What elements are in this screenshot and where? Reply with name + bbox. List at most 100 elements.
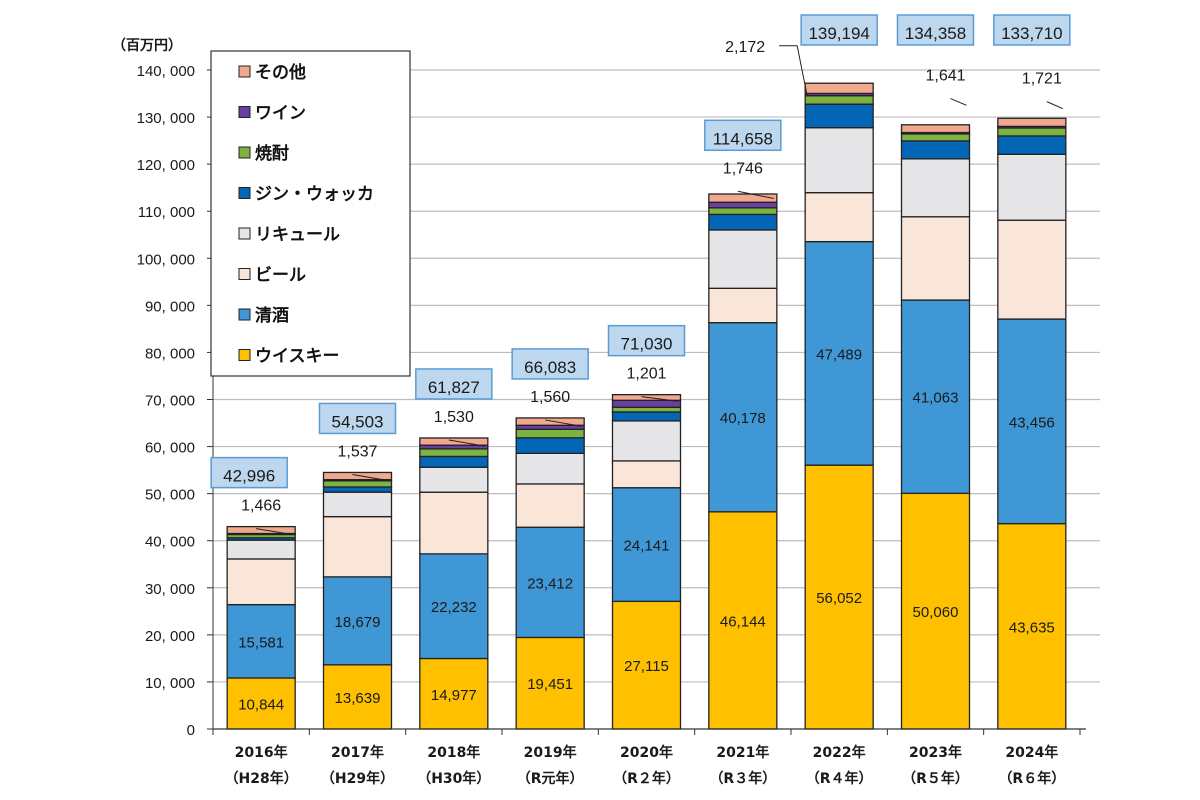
total-value-label: 42,996 [223,467,275,486]
x-tick-label: 2021年 [716,744,769,761]
bar-segment [419,491,489,555]
bar-segment [900,299,971,495]
bar-segment [997,117,1067,128]
y-axis-ticks: 0 10, 000 20, 000 30, 000 40, 000 50, 000 60, … [137,63,214,739]
bar-segment [804,95,874,105]
bar-segment [419,466,489,493]
bar-segment [997,153,1067,221]
bar-stack [322,471,393,730]
bar-segment [708,201,778,209]
segment-label: 15,581 [238,634,284,651]
y-tick-label: 130, 000 [137,110,195,127]
legend-label: 清酒 [255,305,289,326]
bar-segment [322,576,393,666]
total-value-label: 114,658 [713,129,773,148]
bar-segment [419,448,489,458]
x-tick-sublabel: （H28年） [225,770,298,787]
bar-segment [322,480,393,488]
legend-item: ビール [238,266,306,286]
y-tick-label: 60, 000 [145,440,195,457]
bar-segment [900,133,971,142]
total-box [318,402,397,435]
legend-item: その他 [238,62,306,83]
total-value-label: 71,030 [621,335,673,354]
segment-label: 13,639 [335,690,381,707]
bar-segment [419,657,489,730]
x-tick-sublabel: （H30年） [417,770,490,787]
y-tick-label: 30, 000 [145,581,195,598]
total-box [415,368,493,400]
segment-label: 27,115 [624,658,669,675]
bar-segment [419,455,489,468]
bar-stack [515,417,585,730]
x-tick-sublabel: （R元年） [517,770,584,787]
legend-box [210,50,411,377]
bar-segment [900,158,971,218]
y-tick-label: 10, 000 [145,675,195,692]
total-value-label: 66,083 [524,358,576,377]
segment-label: 24,141 [624,538,670,555]
segment-label: 46,144 [720,613,766,630]
x-tick-label: 2017年 [331,744,384,761]
legend-swatch [238,146,251,159]
bar-segment [997,127,1067,137]
leader-line [352,473,389,482]
bar-segment [997,135,1067,155]
total-box [993,14,1071,46]
y-tick-label: 120, 000 [137,157,195,174]
leader-line [448,439,485,447]
other-value-label: 1,746 [723,160,763,177]
bar-stack [804,82,874,730]
x-tick-label: 2018年 [427,744,480,761]
legend-label: 焼酎 [255,143,289,164]
legend-swatch [238,65,251,78]
y-tick-label: 70, 000 [145,393,195,410]
bar-segment [226,558,296,606]
bar-stack [611,394,682,730]
other-value-label: 1,537 [337,443,377,460]
other-value-label: 1,201 [626,366,666,383]
bar-segment [226,677,296,730]
leader-line [545,419,582,427]
bar-segment [515,428,585,439]
total-box [800,14,878,46]
segment-label: 40,178 [720,410,766,427]
bar-segment [419,553,489,660]
bar-stack [419,437,489,730]
bar-segment [419,437,489,446]
x-tick-label: 2022年 [813,744,866,761]
total-value-label: 61,827 [428,378,480,397]
bar-stack [900,124,971,730]
x-tick-sublabel: （H29年） [321,770,394,787]
bar-segment [226,525,296,535]
bar-segment [708,213,778,231]
segment-label: 47,489 [816,346,862,363]
legend-swatch [238,308,251,321]
y-tick-label: 80, 000 [145,345,195,362]
data-labels: 10,844 15,581 1,466 42,996 13,639 18,679 1,537… [210,14,1071,713]
y-tick-label: 90, 000 [145,298,195,315]
segment-label: 41,063 [913,390,959,407]
segment-label: 18,679 [335,614,381,631]
segment-label: 10,844 [238,696,284,713]
x-tick-label: 2019年 [524,744,577,761]
y-tick-label: 0 [187,722,195,739]
other-value-label: 1,530 [434,409,474,426]
x-tick-sublabel: （R６年） [998,770,1065,787]
total-box [511,348,589,380]
legend-swatch [238,106,251,118]
x-tick-label: 2023年 [909,744,962,761]
segment-label: 19,451 [527,676,573,693]
bar-segment [322,486,393,493]
bar-segment [611,460,682,489]
total-box [896,14,975,46]
y-tick-label: 20, 000 [145,628,195,645]
bar-stack [708,193,778,730]
legend-label: ワイン [255,104,306,124]
bar-segment [804,127,874,194]
y-axis-unit-label: （百万円） [112,38,182,54]
legend-item: ジン・ウォッカ [238,185,374,205]
total-value-label: 54,503 [332,412,384,431]
y-tick-label: 110, 000 [138,204,195,221]
y-tick-label: 140, 000 [137,63,195,80]
